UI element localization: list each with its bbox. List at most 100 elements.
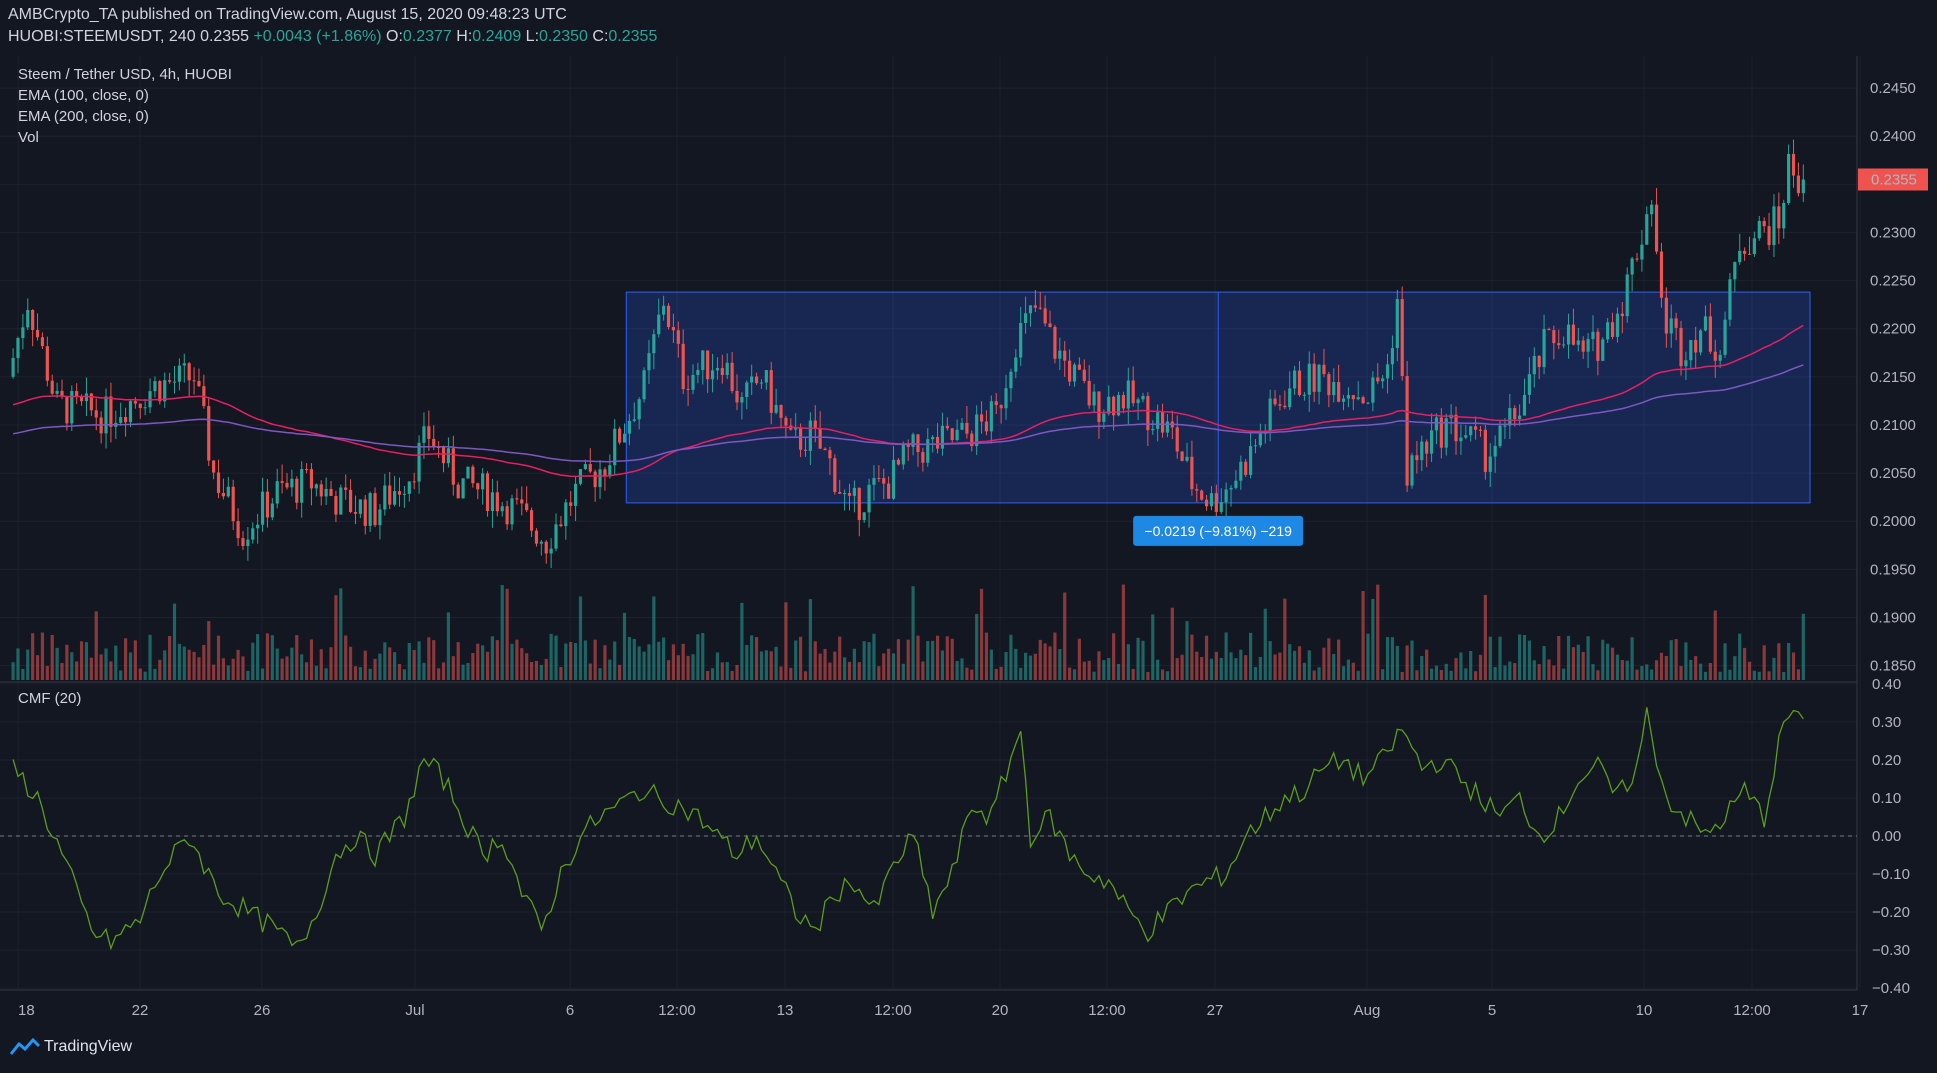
- volume-bar: [1547, 659, 1551, 680]
- candle-body: [965, 422, 969, 434]
- volume-bar: [1752, 670, 1756, 680]
- volume-bar: [1562, 668, 1566, 680]
- volume-bar: [1459, 652, 1463, 680]
- candle-body: [945, 425, 949, 429]
- time-tick-label: 26: [254, 1002, 271, 1019]
- candle-body: [608, 465, 612, 477]
- candle-body: [270, 503, 274, 518]
- candle-body: [216, 472, 221, 493]
- candle-body: [182, 363, 186, 366]
- volume-bar: [84, 642, 89, 680]
- volume-bar: [534, 660, 539, 680]
- candle-body: [544, 541, 548, 554]
- candle-body: [681, 343, 685, 390]
- price-tick-label: 0.2000: [1870, 513, 1916, 530]
- legend-cmf[interactable]: CMF (20): [18, 690, 82, 707]
- candle-body: [177, 365, 181, 382]
- volume-bar: [1131, 669, 1135, 680]
- candle-body: [197, 380, 201, 387]
- low-value: 0.2350: [539, 28, 588, 45]
- volume-bar: [133, 640, 137, 680]
- low-label: L:: [525, 28, 540, 45]
- candle-body: [319, 484, 323, 497]
- volume-bar: [256, 634, 260, 680]
- candle-body: [740, 397, 744, 403]
- volume-bar: [1224, 632, 1228, 680]
- candle-body: [774, 404, 778, 413]
- candle-body: [1635, 258, 1639, 260]
- volume-bar: [481, 645, 485, 680]
- candle-body: [329, 488, 333, 497]
- time-tick-label: 22: [132, 1002, 149, 1019]
- volume-bar: [1429, 668, 1434, 680]
- candle-body: [1302, 394, 1306, 396]
- candle-body: [588, 464, 592, 472]
- volume-bar: [799, 636, 803, 680]
- candle-body: [353, 512, 358, 514]
- candle-body: [1791, 153, 1796, 176]
- volume-bar: [1312, 670, 1316, 680]
- candle-body: [485, 473, 490, 511]
- candle-body: [212, 460, 216, 473]
- candle-body: [265, 491, 270, 518]
- tradingview-brand[interactable]: TradingView: [10, 1038, 132, 1056]
- candle-body: [1376, 377, 1380, 382]
- candle-body: [1097, 391, 1101, 422]
- time-tick-label: 5: [1488, 1002, 1496, 1019]
- candle-body: [1650, 204, 1654, 215]
- volume-bar: [353, 666, 358, 680]
- volume-bar: [1762, 645, 1766, 680]
- candle-body: [1107, 396, 1111, 414]
- volume-bar: [627, 637, 631, 680]
- candle-body: [1566, 324, 1571, 345]
- legend-ema100[interactable]: EMA (100, close, 0): [18, 87, 149, 104]
- volume-bar: [637, 646, 641, 680]
- range-measure-box[interactable]: [625, 291, 1811, 504]
- symbol-label: HUOBI:STEEMUSDT, 240: [8, 28, 196, 45]
- volume-bar: [94, 611, 98, 680]
- legend-ema200[interactable]: EMA (200, close, 0): [18, 108, 149, 125]
- candle-body: [388, 485, 392, 505]
- legend-vol[interactable]: Vol: [18, 129, 39, 146]
- candle-body: [138, 403, 142, 409]
- volume-bar: [891, 653, 896, 680]
- volume-bar: [1586, 636, 1590, 680]
- volume-bar: [1009, 634, 1013, 680]
- volume-bar: [1772, 657, 1776, 680]
- volume-bar: [393, 652, 397, 680]
- time-axis[interactable]: 18 22 26 Jul 6 12:00 13 12:00 20 12:00 27 Aug 5 10 12:…: [18, 1002, 1868, 1019]
- price-axis[interactable]: 0.24500.24000.23500.23000.22500.22000.21…: [1858, 80, 1928, 997]
- candle-body: [1459, 437, 1463, 442]
- legend-title[interactable]: Steem / Tether USD, 4h, HUOBI: [18, 66, 232, 83]
- time-tick-label: Aug: [1354, 1002, 1381, 1019]
- volume-bar: [1253, 667, 1258, 680]
- volume-bar: [838, 636, 842, 680]
- candle-body: [632, 419, 636, 421]
- candle-body: [471, 466, 475, 484]
- candle-body: [246, 539, 250, 547]
- volume-bar: [754, 637, 759, 680]
- volume-bar: [588, 663, 592, 680]
- volume-bar: [710, 668, 715, 680]
- price-tick-label: 0.1900: [1870, 609, 1916, 626]
- volume-bar: [1151, 614, 1155, 680]
- candle-body: [109, 396, 113, 427]
- candle-body: [476, 483, 480, 490]
- candle-body: [1654, 204, 1659, 252]
- candle-body: [642, 370, 646, 400]
- candle-body: [1576, 340, 1580, 345]
- candle-body: [1513, 408, 1517, 420]
- volume-bar: [275, 648, 279, 680]
- volume-bar: [226, 665, 230, 680]
- volume-bar: [1791, 652, 1796, 680]
- candle-body: [349, 489, 353, 513]
- volume-bar: [1395, 645, 1399, 680]
- volume-bar: [970, 669, 974, 680]
- candle-body: [31, 310, 35, 330]
- volume-bar: [955, 661, 959, 680]
- candle-body: [984, 421, 989, 432]
- volume-bar: [1092, 671, 1096, 680]
- candle-body: [1527, 374, 1531, 395]
- volume-bar: [1107, 658, 1111, 680]
